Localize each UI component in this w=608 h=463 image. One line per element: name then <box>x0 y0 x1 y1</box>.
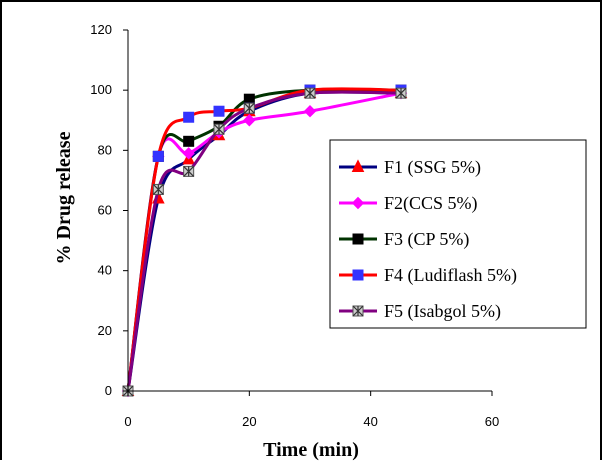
data-point <box>182 147 195 160</box>
axis-ticks: 0 20 40 60 80 100 120 0 20 40 60 <box>90 22 499 429</box>
data-point <box>183 135 195 147</box>
y-tick-label: 0 <box>105 383 112 398</box>
data-point <box>304 87 316 99</box>
data-point <box>243 102 255 114</box>
data-point <box>152 183 164 195</box>
marker-cross <box>304 87 316 99</box>
legend-marker <box>352 305 364 317</box>
plot-area <box>121 84 408 398</box>
y-tick-label: 40 <box>98 263 112 278</box>
legend-label: F2(CCS 5%) <box>384 193 478 214</box>
y-axis-title: % Drug release <box>53 131 75 264</box>
y-tick-label: 20 <box>98 323 112 338</box>
x-tick-label: 40 <box>363 414 377 429</box>
y-tick-label: 60 <box>98 203 112 218</box>
x-tick-label: 20 <box>242 414 256 429</box>
data-point <box>152 150 164 162</box>
legend-marker <box>351 196 365 210</box>
legend-label: F3 (CP 5%) <box>384 229 469 250</box>
data-point <box>183 165 195 177</box>
legend-item: F4 (Ludiflash 5%) <box>339 265 517 286</box>
series-5 <box>122 87 407 397</box>
y-tick-label: 100 <box>90 82 112 97</box>
legend-item: F3 (CP 5%) <box>339 229 469 250</box>
legend-item: F5 (Isabgol 5%) <box>339 301 501 322</box>
legend-marker <box>352 233 364 245</box>
marker-cross <box>213 123 225 135</box>
data-point <box>183 111 195 123</box>
legend-box <box>329 139 587 329</box>
legend: F1 (SSG 5%) F2(CCS 5%) F3 (CP 5%) F4 (Ludif… <box>329 139 587 329</box>
y-tick-label: 120 <box>90 22 112 37</box>
x-tick-label: 60 <box>485 414 499 429</box>
legend-item: F2(CCS 5%) <box>339 193 478 214</box>
legend-marker <box>352 269 364 281</box>
x-axis-title: Time (min) <box>263 439 359 461</box>
data-point <box>213 105 225 117</box>
marker-cross <box>243 102 255 114</box>
data-point <box>303 105 317 118</box>
marker-cross <box>352 305 364 317</box>
legend-label: F5 (Isabgol 5%) <box>384 301 501 322</box>
marker-cross <box>183 165 195 177</box>
data-point <box>243 93 255 105</box>
x-tick-label: 0 <box>124 414 131 429</box>
legend-label: F4 (Ludiflash 5%) <box>384 265 517 286</box>
marker-cross <box>395 87 407 99</box>
data-point <box>213 123 225 135</box>
legend-label: F1 (SSG 5%) <box>384 157 481 178</box>
data-point <box>395 87 407 99</box>
data-point <box>243 114 256 127</box>
legend-marker <box>351 159 365 172</box>
marker-cross <box>152 184 164 195</box>
y-tick-label: 80 <box>98 142 112 157</box>
legend-item: F1 (SSG 5%) <box>339 157 481 178</box>
